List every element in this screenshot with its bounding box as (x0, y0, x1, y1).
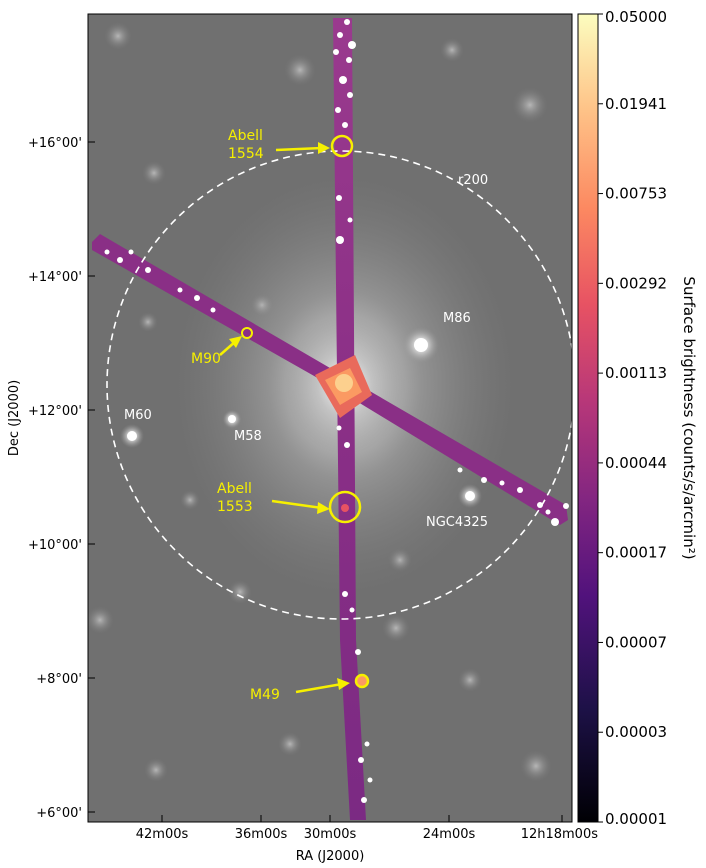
colorbar-ticks: 0.05000 0.01941 0.00753 0.00292 0.00113 0.000… (598, 8, 667, 828)
colorbar-tick-label: 0.05000 (605, 8, 667, 26)
r200-label: r200 (458, 173, 488, 188)
y-tick-label: +14°00' (28, 270, 82, 285)
y-axis-title: Dec (J2000) (7, 380, 22, 456)
colorbar-tick-label: 0.00113 (605, 364, 667, 382)
m58-label: M58 (234, 429, 262, 444)
colorbar-tick-label: 0.00003 (605, 723, 667, 741)
bright-sources (120, 327, 482, 508)
abell1554-label-line2: 1554 (228, 146, 264, 162)
x-tick-label: 24m00s (423, 827, 476, 842)
colorbar-title: Surface brightness (counts/s/arcmin²) (680, 276, 698, 559)
m90-label: M90 (191, 351, 221, 367)
masked-sources (104, 19, 569, 803)
abell1554-label-line1: Abell (228, 128, 263, 144)
abell1554-marker (330, 134, 354, 158)
x-axis-ticks: 42m00s 36m00s 30m00s 24m00s 12h18m00s (136, 815, 598, 842)
x-tick-label: 12h18m00s (521, 827, 599, 842)
colorbar-tick-label: 0.01941 (605, 95, 667, 113)
m60-label: M60 (124, 408, 152, 423)
sky-image: Abell 1554 Abell 1553 M90 M49 M86 M60 M5… (88, 14, 572, 822)
colorbar-tick-label: 0.00007 (605, 633, 667, 651)
y-tick-label: +8°00' (36, 672, 82, 687)
annotation-arrows (219, 142, 350, 694)
ngc4325-label: NGC4325 (426, 515, 488, 530)
colorbar-tick-label: 0.00292 (605, 274, 667, 292)
m90-marker (241, 327, 253, 339)
colorbar-tick-label: 0.00017 (605, 544, 667, 562)
x-tick-label: 30m00s (304, 827, 357, 842)
colorbar-tick-label: 0.00044 (605, 454, 667, 472)
y-axis-ticks: +16°00' +14°00' +12°00' +10°00' +8°00' +6°00' (28, 136, 95, 821)
colorbar-tick-label: 0.00753 (605, 185, 667, 203)
xray-strips (92, 18, 568, 820)
abell1553-label-line1: Abell (217, 481, 252, 497)
colorbar (577, 13, 599, 823)
m49-label: M49 (250, 687, 280, 703)
x-tick-label: 36m00s (235, 827, 288, 842)
m86-label: M86 (443, 311, 471, 326)
y-tick-label: +12°00' (28, 404, 82, 419)
x-tick-label: 42m00s (136, 827, 189, 842)
m49-marker (354, 673, 370, 689)
abell1553-label-line2: 1553 (217, 499, 253, 515)
r200-circle (106, 150, 572, 620)
abell1553-marker (328, 490, 362, 524)
y-tick-label: +10°00' (28, 538, 82, 553)
y-tick-label: +6°00' (36, 806, 82, 821)
colorbar-tick-label: 0.00001 (605, 810, 667, 828)
y-tick-label: +16°00' (28, 136, 82, 151)
x-axis-title: RA (J2000) (296, 849, 365, 864)
